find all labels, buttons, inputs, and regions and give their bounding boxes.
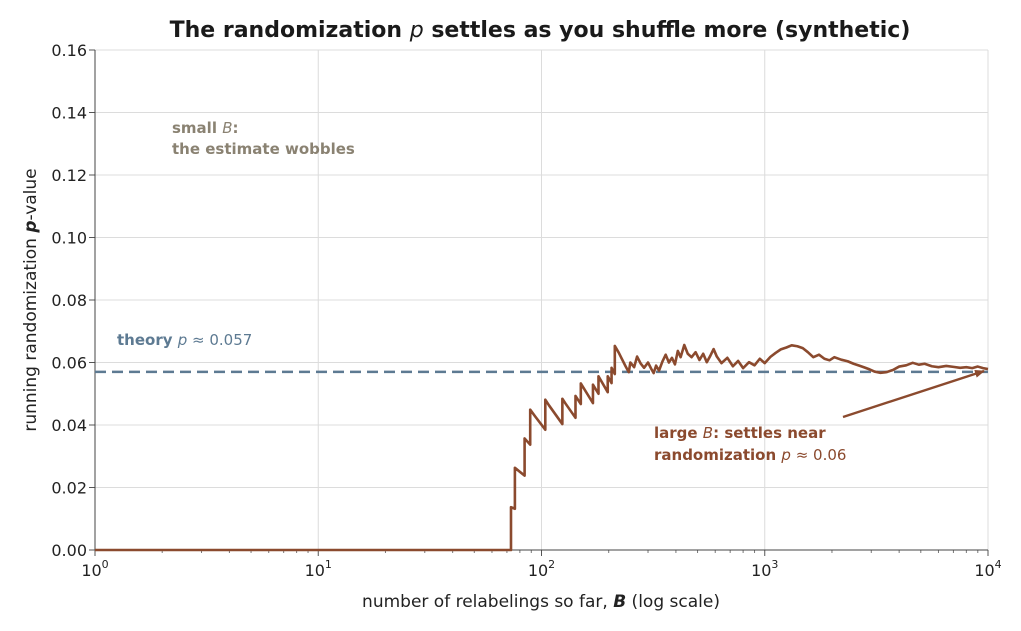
chart-title: The randomization p settles as you shuff…: [170, 18, 911, 43]
grid: [94, 49, 989, 551]
y-tick-label: 0.08: [51, 291, 87, 310]
y-tick-label: 0.12: [51, 166, 87, 185]
x-tick-labels: 100 101 102 103 104: [81, 558, 1001, 580]
x-tick-label: 100: [81, 558, 108, 580]
y-tick-label: 0.04: [51, 416, 87, 435]
large-b-arrow: [842, 369, 985, 419]
large-b-annotation: large B: settles near randomization p ≈ …: [654, 424, 846, 464]
y-tick-label: 0.00: [51, 541, 87, 560]
y-tick-label: 0.10: [51, 229, 87, 248]
x-tick-label: 101: [305, 558, 332, 580]
y-axis-label: running randomization p-value: [21, 168, 41, 431]
y-tick-labels: 0.00 0.02 0.04 0.06 0.08 0.10 0.12 0.14 0.16: [51, 41, 87, 560]
x-tick-label: 102: [528, 558, 555, 580]
theory-label: theory p ≈ 0.057: [117, 331, 252, 349]
y-tick-label: 0.02: [51, 479, 87, 498]
y-tick-label: 0.16: [51, 41, 87, 60]
x-tick-label: 104: [974, 558, 1001, 580]
small-b-annotation: small B: the estimate wobbles: [172, 119, 355, 158]
y-tick-label: 0.06: [51, 354, 87, 373]
x-axis-label: number of relabelings so far, B (log sca…: [362, 592, 720, 612]
y-tick-label: 0.14: [51, 104, 87, 123]
x-tick-label: 103: [751, 558, 778, 580]
running-p-line: [95, 343, 989, 552]
